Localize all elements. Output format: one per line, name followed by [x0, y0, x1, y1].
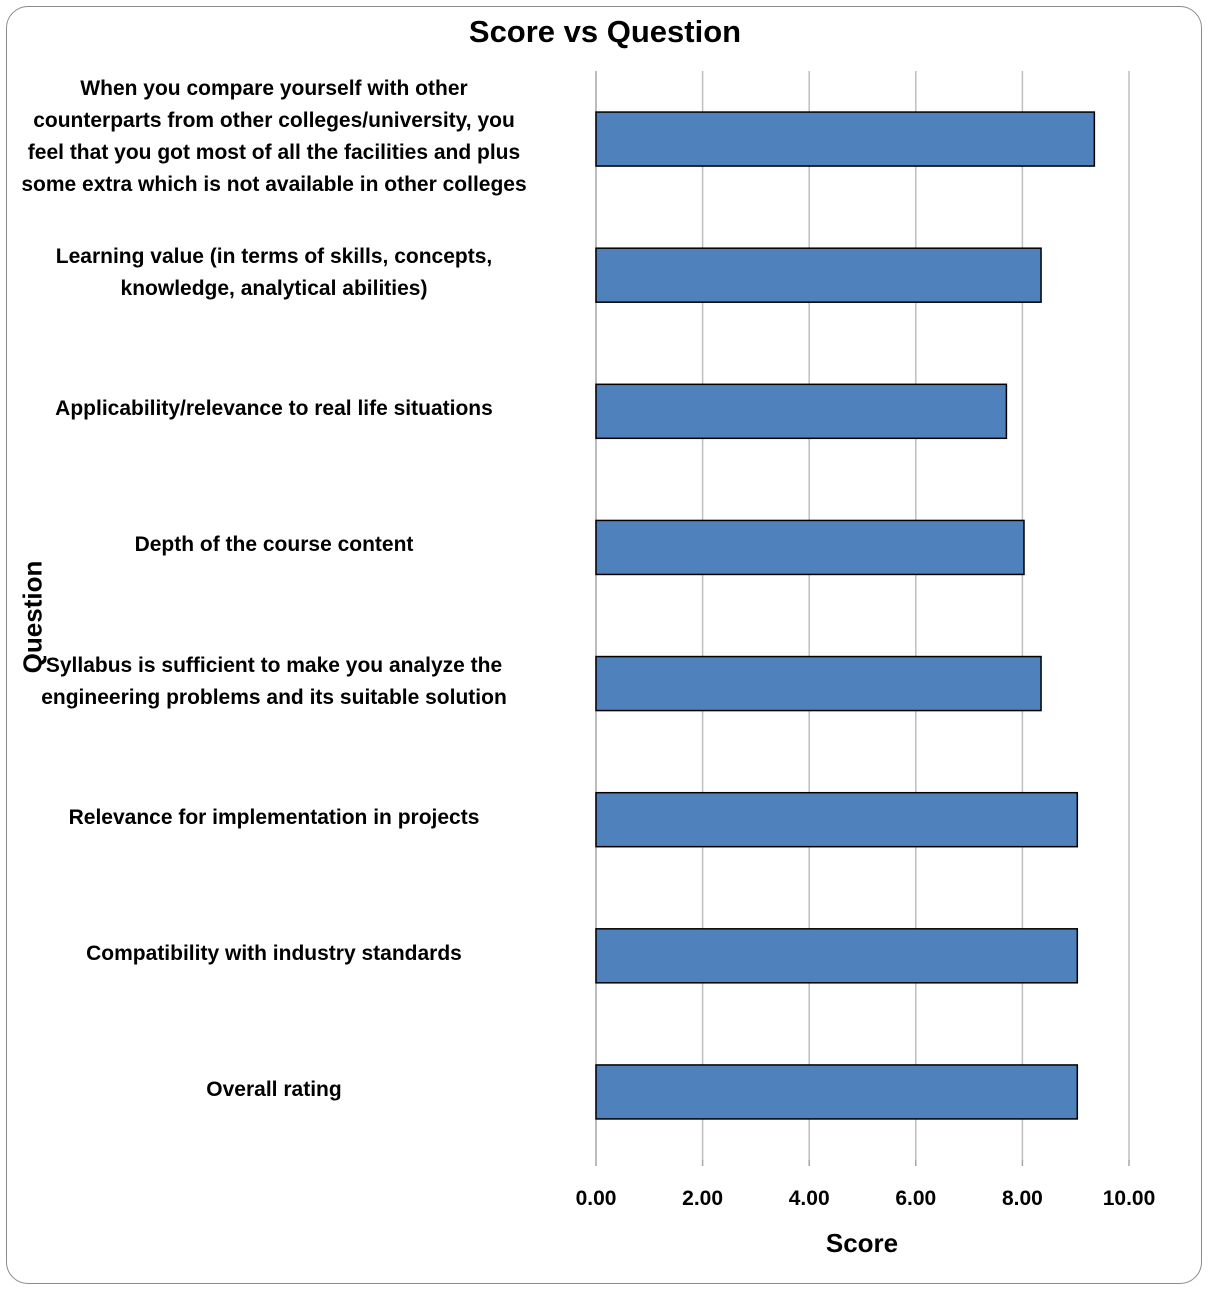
x-tick-label: 10.00	[1103, 1187, 1156, 1210]
bar	[595, 519, 1025, 576]
x-tick-label: 0.00	[576, 1187, 617, 1210]
bar	[595, 1064, 1079, 1120]
category-label-line: Learning value (in terms of skills, conc…	[55, 245, 493, 269]
category-label: Syllabus is sufficient to make you analy…	[0, 650, 564, 714]
category-label-line: knowledge, analytical abilities)	[120, 277, 428, 301]
category-label: Overall rating	[0, 1074, 564, 1106]
category-label: Applicability/relevance to real life sit…	[0, 393, 564, 425]
bar	[595, 928, 1079, 984]
category-label: Depth of the course content	[0, 529, 564, 561]
x-tick-label: 2.00	[682, 1187, 723, 1210]
category-label-line: Overall rating	[206, 1077, 342, 1101]
bar	[595, 247, 1042, 303]
category-label-line: Depth of the course content	[134, 533, 414, 557]
bar	[595, 655, 1042, 712]
bar	[595, 383, 1008, 440]
chart-title: Score vs Question	[468, 14, 742, 49]
category-label-line: Compatibility with industry standards	[86, 941, 462, 965]
x-axis-label: Score	[825, 1228, 899, 1258]
bar	[595, 111, 1096, 167]
category-label-line: some extra which is not available in oth…	[21, 173, 527, 197]
category-label-line: Syllabus is sufficient to make you analy…	[45, 653, 503, 677]
category-label-line: feel that you got most of all the facili…	[27, 141, 521, 165]
category-label-line: Relevance for implementation in projects	[68, 805, 480, 829]
x-tick-label: 8.00	[1002, 1187, 1043, 1210]
x-tick-label: 4.00	[789, 1187, 830, 1210]
category-label: Relevance for implementation in projects	[0, 802, 564, 834]
x-tick-label: 6.00	[895, 1187, 936, 1210]
category-label-line: When you compare yourself with other	[80, 77, 468, 101]
category-label-line: counterparts from other colleges/univers…	[33, 109, 515, 133]
bar	[595, 791, 1079, 848]
category-label-line: Applicability/relevance to real life sit…	[55, 397, 493, 421]
category-label: When you compare yourself with other coun…	[0, 73, 564, 201]
category-label: Compatibility with industry standards	[0, 938, 564, 970]
category-label: Learning value (in terms of skills, conc…	[0, 241, 564, 305]
category-label-line: engineering problems and its suitable so…	[41, 685, 507, 709]
